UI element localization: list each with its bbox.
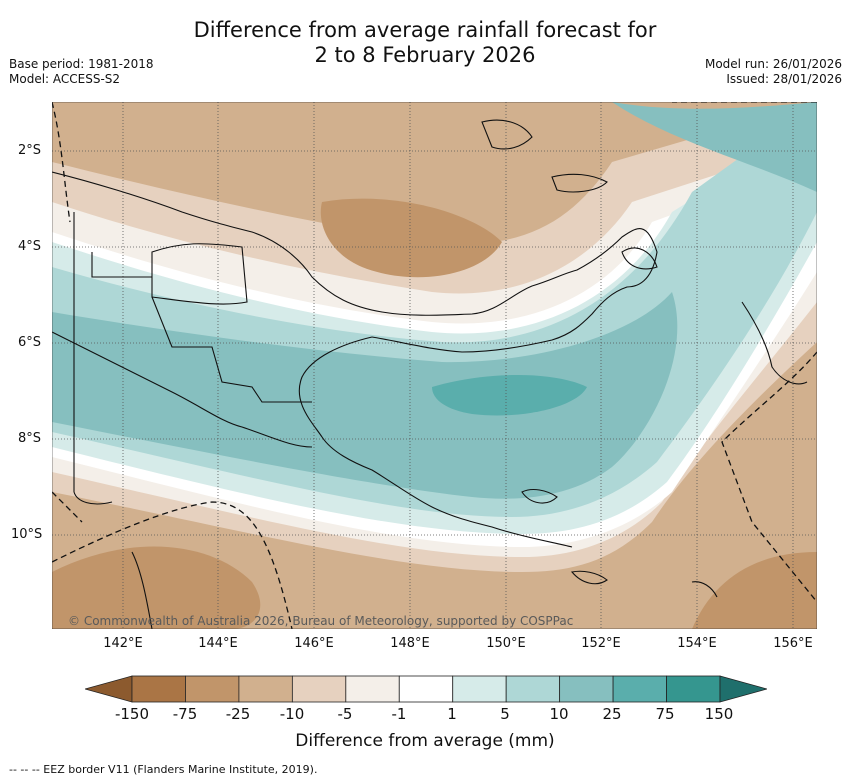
colorbar-segments bbox=[131, 675, 721, 703]
dry-core-north bbox=[320, 198, 502, 278]
rainfall-map bbox=[52, 102, 817, 629]
colorbar-segment bbox=[185, 675, 240, 703]
colorbar-tick: -25 bbox=[225, 705, 251, 723]
lat-label-4s: 4°S bbox=[18, 239, 42, 254]
lon-label-148e: 148°E bbox=[390, 636, 430, 651]
issued-date: Issued: 28/01/2026 bbox=[726, 72, 842, 86]
base-period: Base period: 1981-2018 bbox=[9, 57, 154, 71]
lon-label-150e: 150°E bbox=[486, 636, 526, 651]
eez-borders bbox=[52, 102, 817, 629]
colorbar-segment bbox=[345, 675, 400, 703]
colorbar-tick: 5 bbox=[500, 705, 510, 723]
colorbar-tick: 25 bbox=[602, 705, 622, 723]
colorbar-tick: -10 bbox=[279, 705, 305, 723]
lon-label-152e: 152°E bbox=[581, 636, 621, 651]
dry-core-southeast bbox=[692, 552, 817, 629]
meta-left: Base period: 1981-2018 Model: ACCESS-S2 bbox=[9, 57, 154, 87]
map-title: Difference from average rainfall forecas… bbox=[0, 18, 850, 68]
lon-label-142e: 142°E bbox=[103, 636, 143, 651]
colorbar-tick: -75 bbox=[172, 705, 198, 723]
colorbar-segment bbox=[398, 675, 454, 703]
band-plus10 bbox=[52, 292, 678, 499]
meta-right: Model run: 26/01/2026 Issued: 28/01/2026 bbox=[705, 57, 842, 87]
colorbar-segment bbox=[131, 675, 186, 703]
title-line-2: 2 to 8 February 2026 bbox=[314, 43, 536, 67]
copyright-notice: © Commonwealth of Australia 2026, Bureau… bbox=[68, 614, 574, 628]
band-plus10-ne bbox=[612, 102, 817, 192]
colorbar-segment bbox=[612, 675, 667, 703]
rainfall-anomaly-field bbox=[52, 102, 817, 629]
colorbar-tick: 150 bbox=[704, 705, 734, 723]
colorbar-tick: 75 bbox=[655, 705, 675, 723]
colorbar-tick: 1 bbox=[447, 705, 457, 723]
model-run: Model run: 26/01/2026 bbox=[704, 57, 842, 71]
lat-label-2s: 2°S bbox=[18, 143, 42, 158]
lat-label-6s: 6°S bbox=[18, 335, 42, 350]
band-plus25 bbox=[432, 374, 587, 416]
coastlines bbox=[52, 119, 808, 629]
colorbar-segment bbox=[238, 675, 293, 703]
title-line-1: Difference from average rainfall forecas… bbox=[193, 18, 657, 42]
colorbar-label: Difference from average (mm) bbox=[295, 731, 555, 751]
colorbar-right-arrow bbox=[719, 675, 767, 703]
colorbar-segment bbox=[291, 675, 347, 703]
dry-core-southwest bbox=[52, 546, 261, 629]
colorbar-tick: 10 bbox=[549, 705, 569, 723]
colorbar-left-arrow bbox=[85, 675, 133, 703]
colorbar bbox=[85, 675, 767, 703]
colorbar-segment bbox=[666, 675, 721, 703]
colorbar-segment bbox=[559, 675, 614, 703]
model-name: Model: ACCESS-S2 bbox=[9, 72, 121, 86]
colorbar-tick: -150 bbox=[114, 705, 150, 723]
graticule bbox=[52, 102, 817, 629]
eez-legend-note: -- -- -- EEZ border V11 (Flanders Marine… bbox=[9, 763, 318, 776]
colorbar-tick: -1 bbox=[391, 705, 407, 723]
lon-label-156e: 156°E bbox=[773, 636, 813, 651]
lat-label-10s: 10°S bbox=[11, 527, 43, 542]
colorbar-segment bbox=[452, 675, 507, 703]
colorbar-segment bbox=[505, 675, 561, 703]
lon-label-154e: 154°E bbox=[677, 636, 717, 651]
lon-label-146e: 146°E bbox=[294, 636, 334, 651]
lon-label-144e: 144°E bbox=[198, 636, 238, 651]
colorbar-tick: -5 bbox=[337, 705, 353, 723]
lat-label-8s: 8°S bbox=[18, 431, 42, 446]
